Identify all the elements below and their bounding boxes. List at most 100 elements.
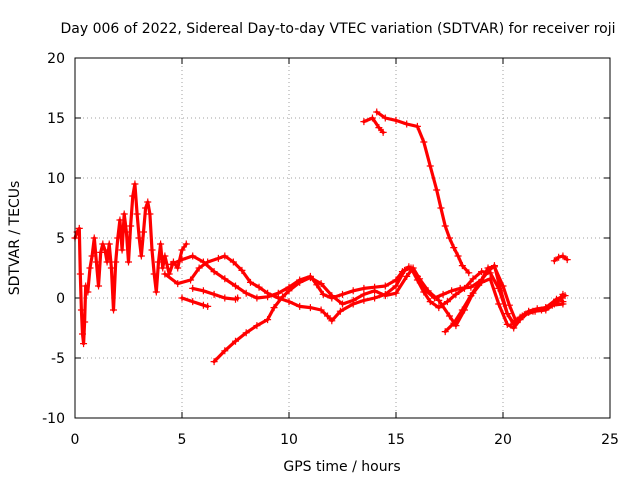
plus-marker [553,295,560,303]
chart-title: Day 006 of 2022, Sidereal Day-to-day VTE… [60,21,615,37]
plus-marker [339,290,346,298]
plus-marker [392,282,400,290]
plus-marker [555,253,563,261]
plus-marker [403,272,411,280]
plus-marker [150,270,158,278]
plus-marker [559,252,567,260]
y-tick-label: -10 [42,411,65,427]
plus-marker [433,186,441,194]
plus-marker [371,287,379,295]
plus-marker [221,347,229,355]
series-group [550,252,571,265]
plus-marker [229,258,237,266]
plus-marker [475,278,483,286]
plus-marker [306,274,314,282]
series-group [441,262,569,336]
plus-marker [339,300,346,308]
x-tick-label: 20 [494,432,512,448]
x-tick-label: 25 [601,432,619,448]
plus-marker [112,258,120,266]
plus-marker [99,240,107,248]
plus-marker [398,268,406,276]
plus-marker [561,292,569,300]
plus-marker [107,264,115,272]
plus-marker [420,138,428,146]
plus-marker [270,304,278,312]
plus-marker [381,292,389,300]
plus-marker [221,275,229,283]
plus-marker [563,256,571,264]
plus-marker [285,287,293,295]
plus-marker [101,246,109,254]
plus-marker [360,284,368,292]
plus-marker [110,306,118,314]
plus-marker [264,293,272,301]
plus-marker [116,216,124,224]
plus-marker [114,234,122,242]
plus-marker [199,258,207,266]
plus-marker [403,120,411,128]
plus-marker [178,246,186,254]
plus-marker [131,180,139,188]
plus-marker [435,296,443,304]
plus-marker [148,246,156,254]
plus-marker [441,328,449,336]
plus-marker [360,290,368,298]
plus-marker [371,294,379,302]
plus-marker [84,288,92,296]
data-series [71,108,571,366]
y-tick-label: 0 [56,291,65,307]
plus-marker [274,289,282,297]
plus-marker [90,234,98,242]
plus-marker [381,114,389,122]
plus-marker [161,252,169,260]
y-tick-label: -5 [51,351,65,367]
plus-marker [469,275,477,283]
plus-marker [439,290,447,298]
plus-marker [210,290,218,298]
plus-marker [452,290,460,298]
plus-marker [450,319,458,327]
plus-marker [328,317,336,325]
plus-marker [467,283,475,291]
plus-marker [486,275,494,283]
plus-marker [529,307,537,315]
plus-marker [510,320,518,328]
grid [75,58,610,418]
plus-marker [178,294,186,302]
y-tick-labels: -10 -5 0 5 10 15 20 [42,51,65,427]
plus-marker [238,266,246,274]
plus-marker [375,124,383,132]
plus-marker [392,116,400,124]
plus-marker [199,301,207,309]
y-tick-label: 5 [56,231,65,247]
plus-marker [454,252,462,260]
plus-marker [424,287,432,295]
plus-marker [413,122,421,130]
y-tick-label: 10 [47,171,65,187]
plus-marker [484,268,492,276]
plus-marker [360,118,368,126]
x-tick-label: 0 [71,432,80,448]
plus-marker [133,210,141,218]
plus-marker [174,280,182,288]
plus-marker [497,287,505,295]
x-tick-labels: 0 5 10 15 20 25 [71,432,619,448]
plus-marker [129,192,137,200]
plus-marker [242,289,250,297]
plus-marker [349,287,357,295]
plus-marker [195,264,203,272]
y-tick-label: 20 [47,51,65,67]
plus-marker [80,340,88,348]
plus-marker [405,263,413,271]
plus-marker [253,322,261,330]
series-trace [375,110,471,275]
plus-marker [296,278,304,286]
plus-marker [77,306,85,314]
plus-marker [189,284,197,292]
plus-marker [392,276,400,284]
x-tick-label: 5 [178,432,187,448]
plus-marker [103,258,111,266]
plus-marker [81,318,89,326]
